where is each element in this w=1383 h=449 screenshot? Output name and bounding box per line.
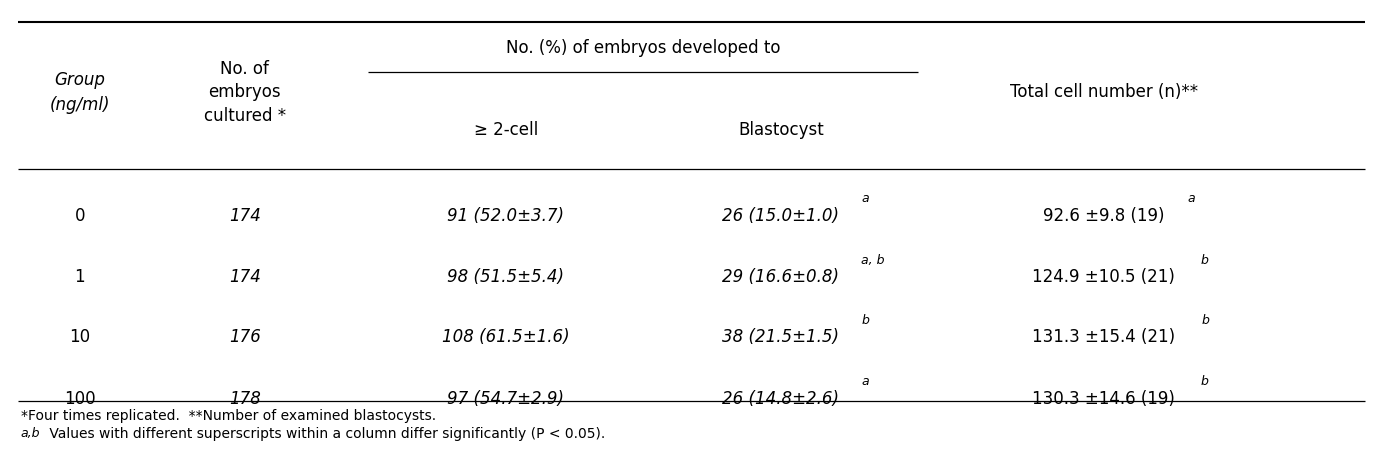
Text: *Four times replicated.  **Number of examined blastocysts.: *Four times replicated. **Number of exam… (21, 409, 436, 423)
Text: Group
(ng/ml): Group (ng/ml) (50, 71, 111, 114)
Text: b: b (1200, 375, 1209, 388)
Text: 1: 1 (75, 269, 86, 286)
Text: a,b: a,b (21, 427, 40, 440)
Text: 131.3 ±15.4 (21): 131.3 ±15.4 (21) (1032, 328, 1176, 346)
Text: 174: 174 (228, 207, 260, 224)
Text: Values with different superscripts within a column differ significantly (P < 0.0: Values with different superscripts withi… (46, 427, 606, 441)
Text: ≥ 2-cell: ≥ 2-cell (474, 121, 538, 139)
Text: 97 (54.7±2.9): 97 (54.7±2.9) (448, 390, 564, 408)
Text: 26 (14.8±2.6): 26 (14.8±2.6) (722, 390, 839, 408)
Text: 108 (61.5±1.6): 108 (61.5±1.6) (443, 328, 570, 346)
Text: 178: 178 (228, 390, 260, 408)
Text: a: a (862, 193, 869, 206)
Text: Total cell number (n)**: Total cell number (n)** (1010, 84, 1198, 101)
Text: 130.3 ±14.6 (19): 130.3 ±14.6 (19) (1033, 390, 1176, 408)
Text: 100: 100 (64, 390, 95, 408)
Text: b: b (1202, 313, 1209, 326)
Text: 92.6 ±9.8 (19): 92.6 ±9.8 (19) (1043, 207, 1164, 224)
Text: a, b: a, b (862, 254, 885, 267)
Text: No. of
embryos
cultured *: No. of embryos cultured * (203, 60, 286, 125)
Text: a: a (862, 375, 869, 388)
Text: b: b (862, 313, 870, 326)
Text: 29 (16.6±0.8): 29 (16.6±0.8) (722, 269, 839, 286)
Text: Blastocyst: Blastocyst (739, 121, 824, 139)
Text: 0: 0 (75, 207, 84, 224)
Text: b: b (1200, 254, 1209, 267)
Text: 174: 174 (228, 269, 260, 286)
Text: 91 (52.0±3.7): 91 (52.0±3.7) (448, 207, 564, 224)
Text: a: a (1188, 193, 1195, 206)
Text: 98 (51.5±5.4): 98 (51.5±5.4) (448, 269, 564, 286)
Text: No. (%) of embryos developed to: No. (%) of embryos developed to (506, 39, 780, 57)
Text: 124.9 ±10.5 (21): 124.9 ±10.5 (21) (1033, 269, 1176, 286)
Text: 38 (21.5±1.5): 38 (21.5±1.5) (722, 328, 839, 346)
Text: 26 (15.0±1.0): 26 (15.0±1.0) (722, 207, 839, 224)
Text: 176: 176 (228, 328, 260, 346)
Text: 10: 10 (69, 328, 90, 346)
